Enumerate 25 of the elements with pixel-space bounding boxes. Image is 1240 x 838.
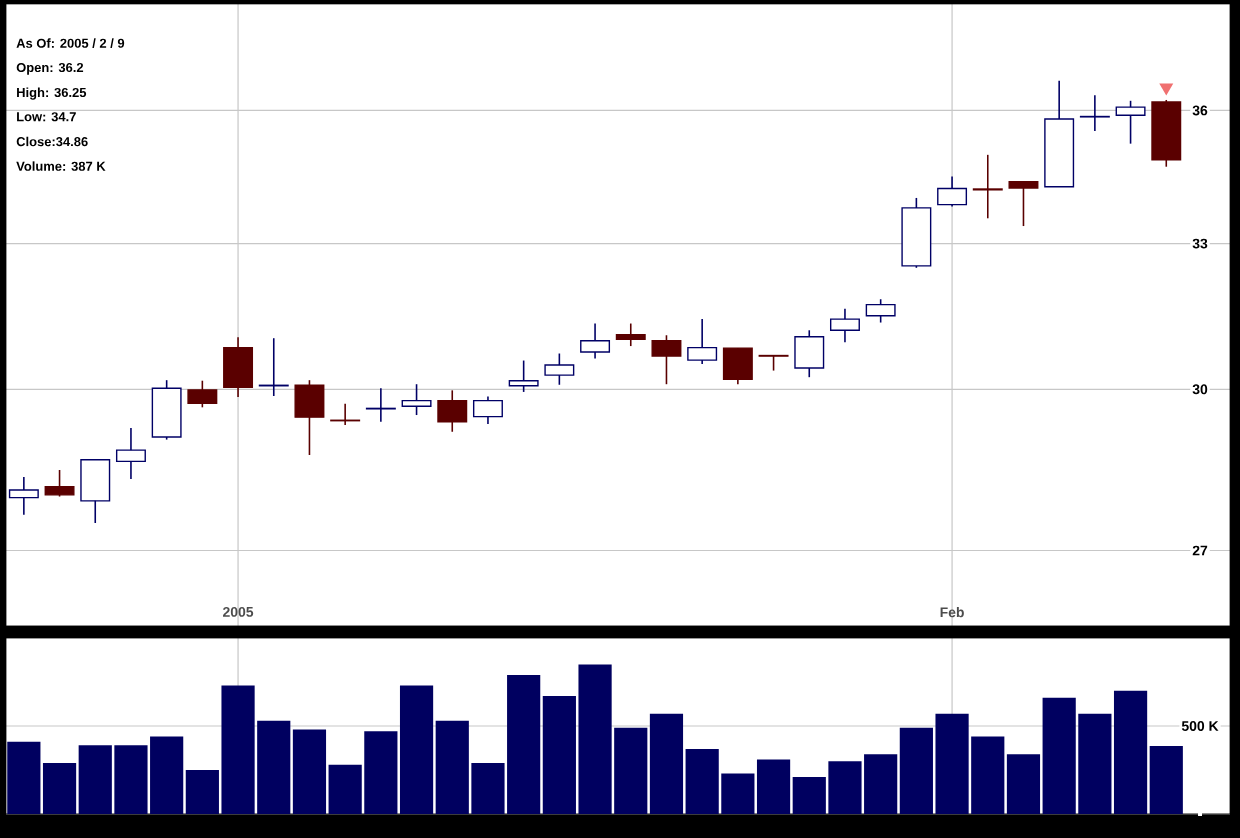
- candlestick: [1079, 94, 1110, 132]
- candlestick: [44, 469, 75, 498]
- candlestick: [294, 379, 325, 456]
- candlestick: [80, 458, 111, 524]
- candlestick: [865, 298, 896, 324]
- candlestick: [794, 329, 825, 378]
- candlestick: [615, 322, 646, 347]
- candlestick: [365, 387, 396, 423]
- candlestick: [580, 322, 611, 360]
- candlestick: [1115, 100, 1146, 145]
- candlestick: [544, 352, 575, 386]
- candlestick: [937, 175, 968, 208]
- candlestick: [187, 379, 218, 409]
- candlestick: [508, 359, 539, 393]
- candlestick: [115, 427, 146, 480]
- candlestick: [437, 389, 468, 433]
- candlestick: [1008, 180, 1039, 227]
- candlestick: [401, 383, 432, 416]
- candlestick: [972, 154, 1003, 220]
- candlestick: [651, 334, 682, 386]
- candlestick: [223, 336, 254, 398]
- candlestick: [829, 308, 860, 343]
- candlestick: [687, 318, 718, 365]
- candlestick: [722, 347, 753, 386]
- candlestick: [472, 395, 503, 425]
